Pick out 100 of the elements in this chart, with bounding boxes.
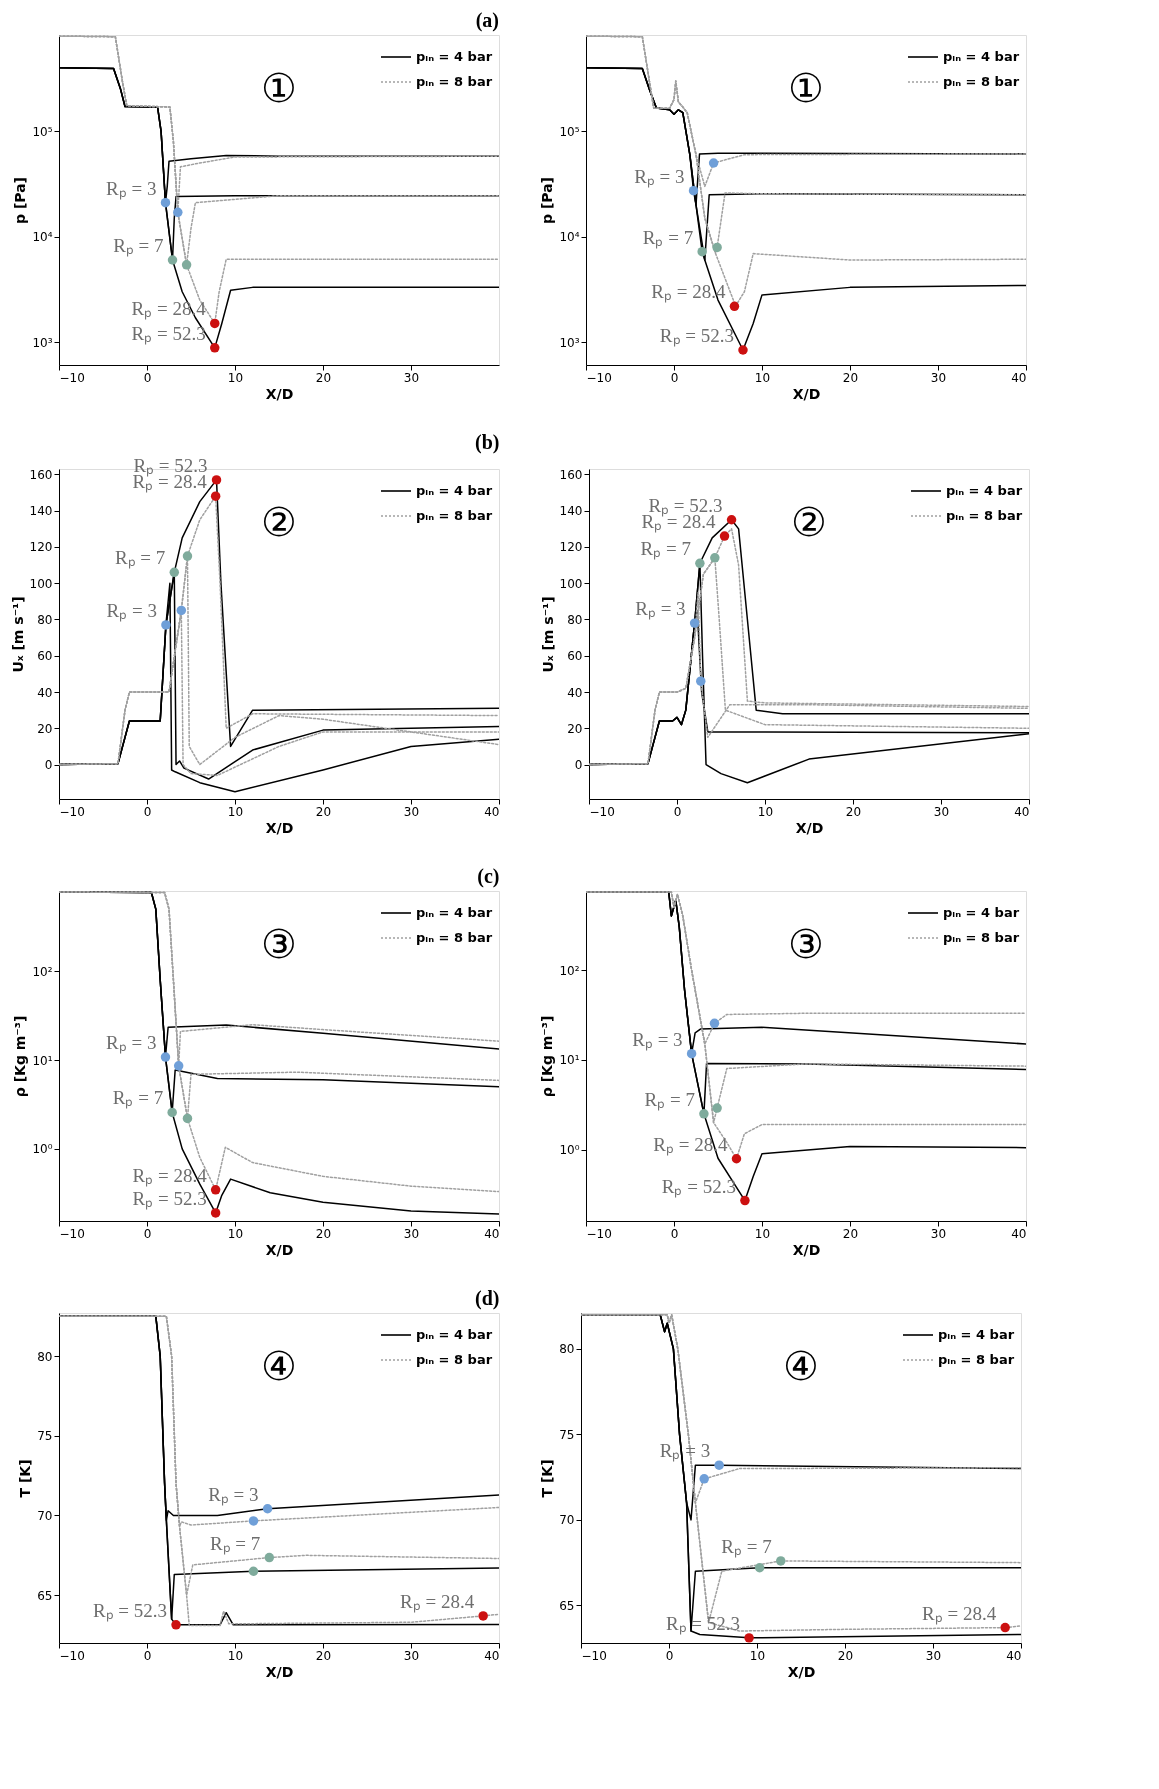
y-tick-label: 160 xyxy=(559,467,583,482)
x-tick-label: −10 xyxy=(581,1648,607,1663)
annotation: Rₚ = 52.3 xyxy=(92,1599,168,1622)
legend-label: pᵢₙ = 4 bar xyxy=(943,49,1020,64)
x-tick-label: 20 xyxy=(842,1226,859,1241)
y-tick-label: 20 xyxy=(37,721,53,736)
y-tick-label: 10⁰ xyxy=(559,1143,580,1158)
x-axis-title: X/D xyxy=(795,819,824,836)
y-axis-title: Uₓ [m s⁻¹] xyxy=(9,596,26,673)
x-axis-title: X/D xyxy=(265,1241,294,1258)
x-tick-label: 20 xyxy=(837,1648,854,1663)
x-tick-label: 0 xyxy=(143,1226,152,1241)
annotation: Rₚ = 7 xyxy=(113,235,164,258)
x-tick-label: 0 xyxy=(143,804,152,819)
y-tick-label: 0 xyxy=(44,758,53,773)
x-tick-label: 20 xyxy=(315,804,332,819)
chart-title: (c) xyxy=(477,865,500,888)
y-tick-label: 40 xyxy=(37,685,53,700)
x-tick-label: 20 xyxy=(845,804,862,819)
legend-label: pᵢₙ = 4 bar xyxy=(416,49,493,64)
y-tick-label: 80 xyxy=(37,612,53,627)
annotation: Rₚ = 52.3 xyxy=(131,322,206,345)
annotation: ③ xyxy=(788,921,824,967)
annotation: ② xyxy=(791,499,827,545)
x-tick-label: 30 xyxy=(403,370,420,385)
y-axis-title: ρ [Kg m⁻³] xyxy=(12,1015,29,1098)
annotation: Rₚ = 3 xyxy=(106,177,157,200)
y-tick-label: 100 xyxy=(559,576,583,591)
annotation: Rₚ = 3 xyxy=(632,1028,683,1051)
annotation: Rₚ = 7 xyxy=(640,538,691,561)
x-tick-label: 30 xyxy=(403,1648,420,1663)
x-tick-label: 0 xyxy=(665,1648,674,1663)
x-tick-label: 0 xyxy=(143,370,152,385)
y-tick-label: 10⁴ xyxy=(559,230,580,245)
x-tick-label: 40 xyxy=(484,1226,500,1241)
chart-title: (a) xyxy=(475,9,499,32)
x-tick-label: −10 xyxy=(59,804,85,819)
legend-label: pᵢₙ = 4 bar xyxy=(943,905,1020,920)
chart-title: (d) xyxy=(475,1287,500,1310)
annotation: ② xyxy=(261,499,297,545)
y-tick-label: 10⁵ xyxy=(559,124,580,139)
legend-label: pᵢₙ = 4 bar xyxy=(938,1327,1015,1342)
x-tick-label: 20 xyxy=(315,370,332,385)
annotation: Rₚ = 3 xyxy=(635,598,686,621)
legend-label: pᵢₙ = 8 bar xyxy=(946,508,1023,523)
y-tick-label: 0 xyxy=(574,758,583,773)
legend-label: pᵢₙ = 8 bar xyxy=(416,1352,493,1367)
legend-label: pᵢₙ = 4 bar xyxy=(416,483,493,498)
x-tick-label: 40 xyxy=(1006,1648,1022,1663)
legend-label: pᵢₙ = 8 bar xyxy=(943,930,1020,945)
y-tick-label: 80 xyxy=(567,612,583,627)
x-axis-title: X/D xyxy=(792,385,821,402)
annotation: ③ xyxy=(261,921,297,967)
x-tick-label: 10 xyxy=(227,1648,244,1663)
y-tick-label: 60 xyxy=(567,649,583,664)
annotation: Rₚ = 7 xyxy=(721,1535,772,1558)
y-axis-title: T [K] xyxy=(539,1459,556,1498)
y-axis-title: p [Pa] xyxy=(12,176,29,225)
x-tick-label: 20 xyxy=(315,1648,332,1663)
annotation: ① xyxy=(261,65,297,111)
y-tick-label: 10⁵ xyxy=(32,124,53,139)
legend-label: pᵢₙ = 8 bar xyxy=(416,74,493,89)
annotation: Rₚ = 52.3 xyxy=(132,1187,207,1210)
annotation: ④ xyxy=(261,1343,297,1389)
x-axis-title: X/D xyxy=(265,1663,294,1680)
x-tick-label: 10 xyxy=(754,370,771,385)
x-tick-label: 30 xyxy=(930,1226,947,1241)
annotation: Rₚ = 3 xyxy=(634,165,685,188)
y-tick-label: 140 xyxy=(29,504,53,519)
x-tick-label: −10 xyxy=(586,370,612,385)
x-tick-label: 10 xyxy=(749,1648,766,1663)
y-tick-label: 10³ xyxy=(559,335,580,350)
x-tick-label: 30 xyxy=(930,370,947,385)
legend-label: pᵢₙ = 4 bar xyxy=(946,483,1023,498)
y-tick-label: 10² xyxy=(559,963,580,978)
y-tick-label: 120 xyxy=(29,540,53,555)
y-axis-title: Uₓ [m s⁻¹] xyxy=(539,596,556,673)
annotation: Rₚ = 3 xyxy=(208,1483,259,1506)
annotation: Rₚ = 7 xyxy=(114,547,166,570)
x-tick-label: 20 xyxy=(842,370,859,385)
x-tick-label: 40 xyxy=(1011,370,1027,385)
x-tick-label: 40 xyxy=(1011,1226,1027,1241)
y-axis-title: T [K] xyxy=(17,1459,34,1498)
x-tick-label: 10 xyxy=(227,370,244,385)
x-tick-label: 30 xyxy=(403,1226,420,1241)
y-tick-label: 75 xyxy=(37,1429,53,1444)
annotation: Rₚ = 7 xyxy=(112,1087,164,1110)
y-tick-label: 10⁰ xyxy=(32,1142,53,1157)
x-tick-label: −10 xyxy=(59,1648,85,1663)
legend-label: pᵢₙ = 8 bar xyxy=(416,508,493,523)
y-tick-label: 10¹ xyxy=(32,1053,53,1068)
x-axis-title: X/D xyxy=(265,385,294,402)
x-tick-label: −10 xyxy=(59,370,85,385)
y-tick-label: 80 xyxy=(37,1349,53,1364)
y-tick-label: 75 xyxy=(559,1427,575,1442)
y-tick-label: 10² xyxy=(32,964,53,979)
x-tick-label: 30 xyxy=(403,804,420,819)
y-tick-label: 60 xyxy=(37,649,53,664)
annotation: Rₚ = 28.4 xyxy=(922,1602,997,1625)
y-tick-label: 160 xyxy=(29,467,53,482)
